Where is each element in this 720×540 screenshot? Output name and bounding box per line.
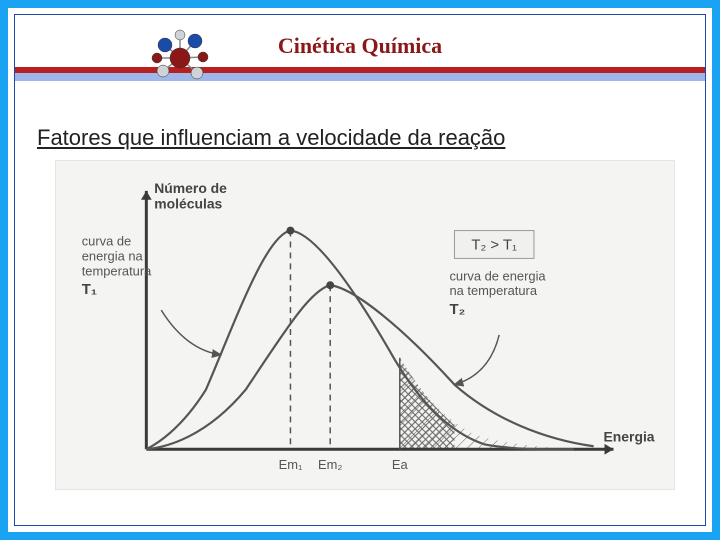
annotation-right: curva de energiana temperatura <box>449 268 546 298</box>
slide-outer-frame: Cinética Química Fatores que influenciam… <box>0 0 720 540</box>
peak-dot <box>286 227 294 235</box>
annotation-right-sub: T₂ <box>449 302 465 318</box>
slide-title: Cinética Química <box>15 33 705 59</box>
annotation-left: curva deenergia natemperatura <box>82 233 152 278</box>
peak-dot <box>326 281 334 289</box>
annotation-arrow <box>454 335 499 385</box>
t2-gt-t1-text: T₂ > T₁ <box>471 237 517 253</box>
slide-header: Cinética Química <box>15 15 705 115</box>
slide-inner-frame: Cinética Química Fatores que influenciam… <box>14 14 706 526</box>
x-tick-label: Ea <box>392 457 409 472</box>
y-axis-label: Número demoléculas <box>154 180 227 212</box>
x-tick-label: Em₂ <box>318 457 342 472</box>
x-axis-label: Energia <box>604 428 655 444</box>
annotation-arrow <box>161 310 221 355</box>
curve-T2 <box>146 285 593 449</box>
header-blue-stripe <box>15 73 705 81</box>
annotation-left-sub: T₁ <box>82 282 97 298</box>
curve-T1 <box>146 231 573 450</box>
slide-subtitle: Fatores que influenciam a velocidade da … <box>37 125 505 151</box>
chart-svg: Número demoléculas Energia Em₁ Em₂ Ea curva d… <box>56 161 674 489</box>
x-tick-label: Em₁ <box>279 457 303 472</box>
energy-distribution-chart: Número demoléculas Energia Em₁ Em₂ Ea curva d… <box>55 160 675 490</box>
